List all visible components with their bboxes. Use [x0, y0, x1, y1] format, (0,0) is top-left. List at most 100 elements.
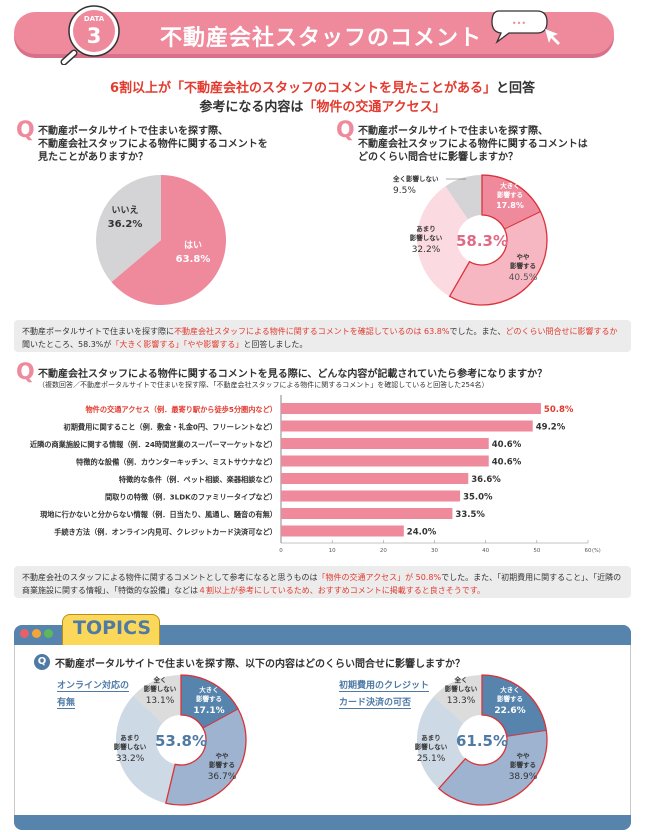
q-mark-icon: Q — [16, 360, 35, 385]
q-mark-icon: Q — [336, 118, 355, 143]
summary-note-1: 不動産ポータルサイトで住まいを探す際に不動産会社スタッフによる物件に関するコメン… — [14, 320, 631, 352]
headline-line-1: 6割以上が「不動産会社のスタッフのコメントを見たことがある」と回答 — [0, 77, 645, 96]
slice-value: 36.7% — [208, 772, 237, 782]
donut-slice-0 — [482, 175, 541, 230]
donut-slice-3 — [445, 175, 482, 220]
slice-value: 38.9% — [509, 772, 538, 782]
slice-outline — [180, 674, 239, 729]
bar-value-label: 33.5% — [455, 510, 485, 520]
slice-value: 40.5% — [509, 273, 538, 283]
slice-label: 全く — [454, 675, 468, 684]
slice-label: 全く — [153, 675, 167, 684]
slice-label: 影響しない — [445, 684, 478, 693]
slice-label: 影響しない — [410, 233, 443, 242]
subquestion-line: 初期費用のクレジット — [339, 681, 430, 692]
slice-value: 17.8% — [496, 201, 524, 210]
bubble-dots: ••• — [512, 19, 526, 28]
pie-slice-1 — [96, 175, 161, 283]
bar-category-label: 特徴的な設備（例．カウンターキッチン、ミストサウナなど） — [76, 458, 277, 467]
bar — [281, 473, 469, 484]
slice-value: 17.1% — [193, 706, 224, 716]
x-tick-label: 60 — [585, 548, 592, 554]
bar-category-label: 物件の交通アクセス（例．最寄り駅から徒歩5分圏内など） — [85, 405, 277, 414]
question-1: 不動産ポータルサイトで住まいを探す際、 不動産会社スタッフによる物件に関するコメ… — [38, 125, 268, 164]
donut-slice-2 — [417, 186, 470, 297]
donut-slice-1 — [165, 708, 246, 805]
slice-label: やや — [216, 751, 230, 760]
question-3-note: （複数回答／不動産ポータルサイトで住まいを探す際、「不動産会社スタッフによる物件… — [38, 381, 489, 389]
slice-value: 32.2% — [412, 245, 441, 255]
topics-question: 不動産ポータルサイトで住まいを探す際、以下の内容はどのくらい問合せに影響しますか… — [55, 659, 465, 670]
slice-label: 影響しない — [415, 742, 448, 751]
data-number: 3 — [87, 24, 102, 48]
x-unit-label: (%) — [592, 548, 601, 554]
pie-chart-seen-comments: はい 63.8% いいえ 36.2% — [96, 175, 226, 305]
note-text: 聞いたところ、58.3%が — [22, 340, 112, 349]
note-highlight: 不動産会社スタッフによる物件に関するコメントを確認しているのは 63.8% — [174, 327, 450, 336]
topics-tab — [62, 614, 160, 645]
bar — [281, 403, 541, 414]
headline-highlight-1: 6割以上が「不動産会社のスタッフのコメントを見たことがある」 — [109, 81, 497, 96]
slice-value: 13.3% — [447, 696, 476, 706]
question-2-line: どのくらい問合せに影響しますか？ — [358, 152, 518, 163]
bar-value-label: 24.0% — [407, 528, 437, 538]
slice-label: 影響する — [510, 760, 536, 769]
subquestion-online: オンライン対応の 有無 — [57, 678, 130, 712]
slice-label: 大きく — [500, 181, 520, 190]
slice-label: やや — [517, 751, 531, 760]
topics-label: TOPICS — [73, 617, 152, 639]
donut-center-label: 61.5% — [456, 732, 508, 750]
bar — [281, 490, 461, 502]
bar-category-label: 初期費用に関すること（例．敷金・礼金0円、フリーレントなど） — [64, 423, 277, 432]
slice-value: 9.5% — [393, 186, 416, 196]
note-text: 不動産会社のスタッフによる物件に関するコメントとして参考になると思うものは — [22, 573, 318, 582]
question-2-line: 不動産会社スタッフによる物件に関するコメントは — [358, 139, 588, 150]
page-title: 不動産会社スタッフのコメント — [160, 26, 483, 51]
slice-label: 影響する — [497, 190, 523, 199]
slice-outline — [481, 174, 542, 230]
note-text: と回答しました。 — [243, 340, 308, 349]
question-1-line: 不動産会社スタッフによる物件に関するコメントを — [38, 139, 268, 150]
donut-slice-3 — [133, 675, 181, 723]
window-dot-green — [44, 629, 53, 638]
speech-bubble-icon: ••• — [491, 10, 548, 45]
donut-chart-credit-card: 61.5%大きく影響する22.6%やや影響する38.9%あまり影響しない25.1… — [415, 674, 548, 806]
bar-value-label: 35.0% — [463, 493, 493, 503]
pie-label-no: いいえ — [111, 205, 138, 216]
bar-category-label: 間取りの特徴（例．3LDKのファミリータイプなど） — [105, 493, 277, 502]
note-text: 不動産ポータルサイトで住まいを探す際に — [22, 327, 174, 336]
headline-highlight-2: 「物件の交通アクセス」 — [303, 100, 446, 115]
slice-label: あまり — [120, 733, 140, 742]
pie-value-no: 36.2% — [108, 219, 143, 230]
slice-value: 33.2% — [116, 754, 145, 764]
bar-value-label: 50.8% — [544, 405, 574, 415]
q-mark-icon: Q — [16, 118, 35, 143]
donut-center-label: 58.3% — [456, 232, 508, 250]
topics-bottom-bar — [14, 815, 631, 830]
subquestion-credit-card: 初期費用のクレジット カード決済の可否 — [339, 678, 430, 712]
x-tick-label: 0 — [279, 548, 283, 554]
slice-label: 影響する — [510, 261, 536, 270]
subquestion-line: オンライン対応の — [57, 681, 130, 692]
slice-label: あまり — [421, 733, 441, 742]
subquestion-line: 有無 — [57, 698, 76, 709]
note-highlight: 「物件の交通アクセス」が 50.8% — [317, 573, 442, 582]
cursor-arrow-icon — [545, 29, 560, 45]
subquestion-line: カード決済の可否 — [339, 698, 412, 709]
slice-label: 影響する — [497, 694, 523, 703]
bar-category-label: 特徴的な条件（例．ペット相談、楽器相談など） — [119, 475, 277, 484]
slice-label: あまり — [416, 224, 436, 233]
donut-chart-online: 53.8%大きく影響する17.1%やや影響する36.7%あまり影響しない33.2… — [114, 674, 247, 806]
bar — [281, 525, 404, 537]
bar-value-label: 49.2% — [536, 423, 566, 433]
slice-label: 影響する — [209, 760, 235, 769]
question-2: 不動産ポータルサイトで住まいを探す際、 不動産会社スタッフによる物件に関するコメ… — [358, 125, 588, 164]
slice-label: 大きく — [199, 685, 219, 694]
donut-slice-1 — [449, 211, 547, 305]
q-circle-icon: Q — [34, 654, 50, 670]
x-tick-label: 20 — [380, 548, 387, 554]
donut-slice-0 — [181, 675, 239, 729]
donut-slice-2 — [417, 696, 466, 789]
note-highlight: 「大きく影響する」「やや影響する」 — [111, 340, 244, 349]
question-2-line: 不動産ポータルサイトで住まいを探す際、 — [358, 126, 548, 137]
